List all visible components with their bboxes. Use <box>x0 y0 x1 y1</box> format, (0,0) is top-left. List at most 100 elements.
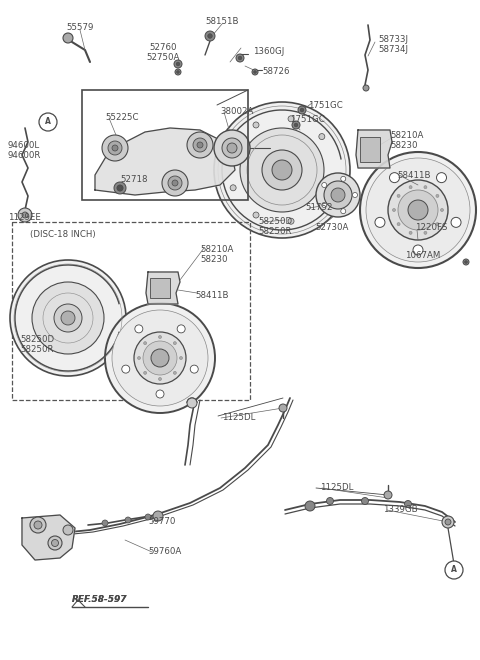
Circle shape <box>63 525 73 535</box>
Circle shape <box>389 173 399 183</box>
Circle shape <box>174 60 182 68</box>
Text: 58230: 58230 <box>390 141 418 150</box>
Circle shape <box>230 149 236 155</box>
Circle shape <box>424 231 427 234</box>
Bar <box>360 137 380 162</box>
Circle shape <box>436 173 446 183</box>
Circle shape <box>384 491 392 499</box>
Circle shape <box>134 332 186 384</box>
Circle shape <box>30 517 46 533</box>
Circle shape <box>214 130 250 166</box>
Circle shape <box>465 261 468 263</box>
Circle shape <box>436 195 439 197</box>
Circle shape <box>294 123 298 127</box>
Text: 58151B: 58151B <box>205 18 239 26</box>
Circle shape <box>112 310 208 406</box>
Circle shape <box>397 195 400 197</box>
Text: (DISC-18 INCH): (DISC-18 INCH) <box>30 230 96 240</box>
Text: 1751GC: 1751GC <box>290 115 325 125</box>
Text: 1129EE: 1129EE <box>8 213 41 222</box>
Circle shape <box>197 142 203 148</box>
Circle shape <box>413 245 423 255</box>
Text: 55579: 55579 <box>66 24 94 32</box>
Circle shape <box>105 303 215 413</box>
Circle shape <box>143 341 177 375</box>
Bar <box>12 222 250 400</box>
Circle shape <box>22 212 28 218</box>
Text: 58250R: 58250R <box>20 345 53 354</box>
Circle shape <box>366 158 470 262</box>
Circle shape <box>108 141 122 155</box>
Circle shape <box>445 519 451 525</box>
Text: 58411B: 58411B <box>397 170 431 180</box>
Text: 58734J: 58734J <box>378 46 408 55</box>
Circle shape <box>173 372 176 374</box>
Circle shape <box>48 536 62 550</box>
Circle shape <box>51 539 59 546</box>
Circle shape <box>176 62 180 66</box>
Bar <box>82 90 248 200</box>
Circle shape <box>227 143 237 153</box>
Circle shape <box>114 182 126 194</box>
Text: 1751GC: 1751GC <box>308 100 343 110</box>
Circle shape <box>208 34 212 38</box>
Circle shape <box>272 160 292 180</box>
Circle shape <box>409 185 412 189</box>
Text: REF.58-597: REF.58-597 <box>72 595 128 605</box>
Text: 52730A: 52730A <box>315 224 348 232</box>
Polygon shape <box>22 515 75 560</box>
Text: 58210A: 58210A <box>390 131 423 139</box>
Bar <box>150 278 170 298</box>
Circle shape <box>125 517 131 523</box>
Circle shape <box>463 259 469 265</box>
Circle shape <box>253 71 256 73</box>
Circle shape <box>341 176 346 182</box>
Circle shape <box>168 176 182 190</box>
Circle shape <box>298 106 306 114</box>
Circle shape <box>305 501 315 511</box>
Circle shape <box>190 365 198 373</box>
Circle shape <box>408 200 428 220</box>
Circle shape <box>279 404 287 412</box>
Text: REF.58-597: REF.58-597 <box>72 595 128 605</box>
Text: 1125DL: 1125DL <box>222 414 255 422</box>
Circle shape <box>117 185 123 191</box>
Circle shape <box>288 115 294 122</box>
Circle shape <box>63 33 73 43</box>
Circle shape <box>153 511 163 521</box>
Text: 1360GJ: 1360GJ <box>253 48 284 57</box>
Circle shape <box>144 372 147 374</box>
Text: 59760A: 59760A <box>148 548 181 556</box>
Circle shape <box>319 201 325 207</box>
Circle shape <box>397 222 400 226</box>
Circle shape <box>32 282 104 354</box>
Circle shape <box>158 335 161 339</box>
Circle shape <box>326 498 334 504</box>
Circle shape <box>177 325 185 333</box>
Circle shape <box>363 85 369 91</box>
Circle shape <box>162 170 188 196</box>
Circle shape <box>292 121 300 129</box>
Text: 55225C: 55225C <box>105 114 139 123</box>
Circle shape <box>34 521 42 529</box>
Circle shape <box>187 132 213 158</box>
Circle shape <box>177 71 180 73</box>
Circle shape <box>409 231 412 234</box>
Text: 1339GB: 1339GB <box>383 506 418 515</box>
Circle shape <box>393 209 396 211</box>
Circle shape <box>175 69 181 75</box>
Text: 1220FS: 1220FS <box>415 224 447 232</box>
Circle shape <box>240 128 324 212</box>
Circle shape <box>236 54 244 62</box>
Circle shape <box>322 183 327 187</box>
Circle shape <box>145 514 151 520</box>
Circle shape <box>187 398 197 408</box>
Polygon shape <box>356 130 392 168</box>
Polygon shape <box>95 128 235 195</box>
Circle shape <box>151 349 169 367</box>
Circle shape <box>135 325 143 333</box>
Text: 58733J: 58733J <box>378 36 408 44</box>
Polygon shape <box>146 272 180 304</box>
Circle shape <box>205 31 215 41</box>
Circle shape <box>375 217 385 227</box>
